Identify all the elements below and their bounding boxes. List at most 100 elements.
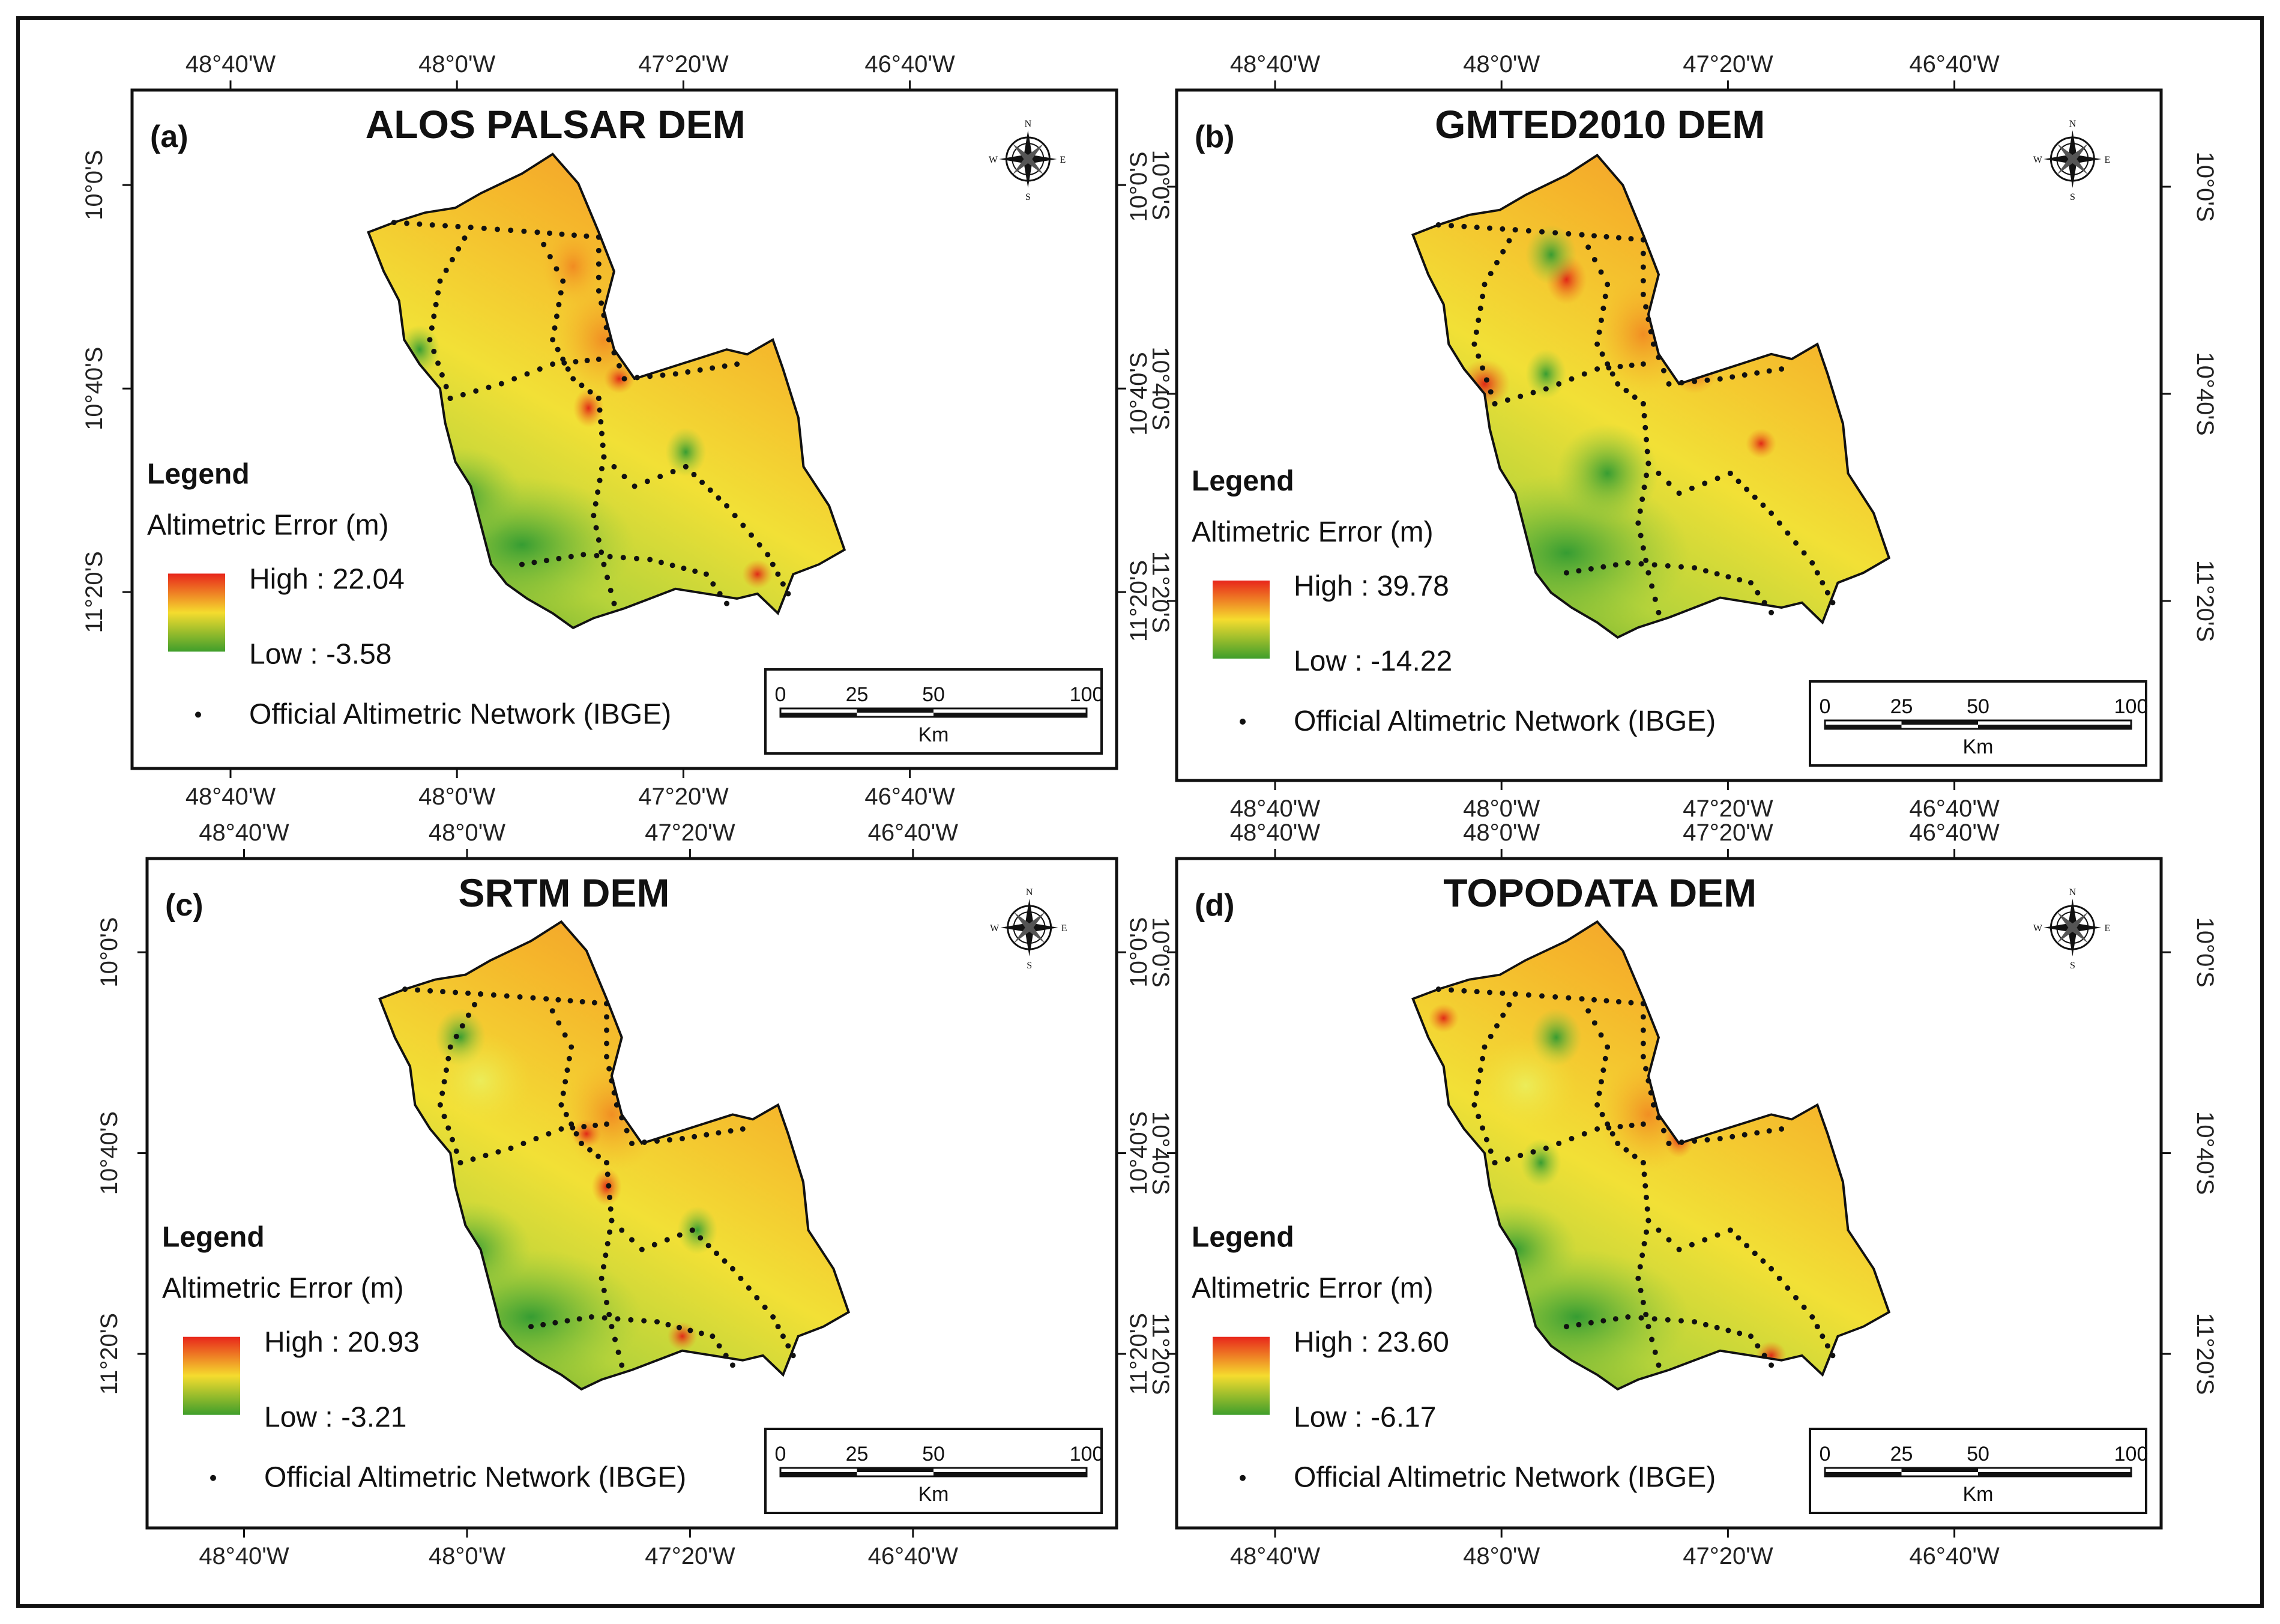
station-dot — [495, 1149, 501, 1155]
station-dot — [1640, 250, 1646, 256]
station-dot — [565, 366, 571, 372]
station-dot — [775, 1324, 781, 1330]
station-dot — [495, 226, 501, 232]
station-dot — [441, 1114, 447, 1120]
station-dot — [473, 388, 479, 394]
station-dot — [1543, 386, 1549, 392]
station-dot — [628, 1317, 634, 1323]
station-dot — [1785, 530, 1791, 536]
scale-tick-label: 0 — [775, 683, 786, 706]
station-dot — [724, 503, 730, 509]
station-dot — [490, 992, 496, 998]
station-dot — [604, 1160, 610, 1166]
legend-high-value: High : 20.93 — [264, 1327, 420, 1359]
station-dot — [1591, 997, 1597, 1003]
station-dot — [632, 483, 638, 489]
station-dot — [1638, 533, 1644, 539]
station-dot — [596, 234, 602, 240]
station-dot — [1643, 304, 1649, 310]
lat-label-left: 10°40'S — [1126, 1111, 1152, 1195]
station-dot — [1563, 1324, 1569, 1330]
lat-label-left: 10°0'S — [1126, 917, 1152, 988]
station-dot — [647, 557, 653, 563]
station-dot — [1638, 1315, 1644, 1321]
station-dot — [596, 288, 602, 294]
station-dot — [605, 575, 611, 581]
station-dot — [1702, 480, 1708, 486]
station-dot — [598, 419, 604, 425]
station-dot — [728, 1128, 734, 1134]
station-dot — [570, 376, 576, 382]
legend-color-ramp — [1213, 581, 1270, 659]
station-dot — [1506, 238, 1512, 244]
scale-bar: 0 25 50 100 Km — [764, 1428, 1103, 1514]
station-dot — [1666, 1237, 1672, 1243]
station-dot — [391, 220, 397, 226]
station-dot — [1483, 1136, 1489, 1143]
station-dot — [1717, 376, 1723, 382]
station-dot — [1678, 564, 1684, 570]
station-dot — [1605, 1044, 1611, 1050]
station-dot — [1785, 1285, 1791, 1291]
station-dot — [1602, 294, 1608, 300]
station-dot — [1487, 225, 1493, 231]
station-dot — [1650, 341, 1656, 347]
lon-label-top: 48°40'W — [199, 820, 289, 846]
station-dot — [1727, 470, 1733, 476]
station-dot — [677, 1232, 683, 1238]
map-panel: 48°40'W 48°40'W 48°0'W 48°0'W 47°20'W 47°20'W… — [1126, 51, 2218, 822]
station-dot — [1645, 460, 1651, 466]
station-dot — [465, 1012, 471, 1018]
station-dot — [601, 1287, 607, 1293]
lat-label-right: 10°0'S — [2192, 151, 2218, 222]
station-dot — [443, 384, 449, 390]
station-dot — [579, 382, 585, 388]
station-dot — [1643, 472, 1649, 478]
legend-high-value: High : 23.60 — [1294, 1327, 1449, 1359]
station-dot — [1474, 989, 1480, 995]
station-dot — [1814, 1324, 1820, 1330]
station-dot — [601, 312, 607, 318]
station-dot — [1656, 1115, 1662, 1121]
station-dot — [1769, 609, 1775, 615]
station-dot — [1754, 370, 1760, 376]
station-dot — [439, 372, 445, 378]
station-dot — [1615, 999, 1621, 1005]
station-dot — [1639, 497, 1645, 503]
station-dot — [770, 561, 776, 567]
scale-unit: Km — [1963, 735, 1994, 758]
station-dot — [692, 568, 698, 574]
station-dot — [644, 478, 650, 484]
station-dot — [1487, 989, 1493, 995]
station-dot — [524, 371, 530, 377]
station-dot — [1556, 1141, 1562, 1147]
station-dot — [1591, 233, 1597, 239]
station-dot — [1530, 390, 1536, 396]
station-dot — [1617, 363, 1623, 369]
station-dot — [1635, 520, 1641, 526]
station-dot — [1639, 1252, 1645, 1258]
station-dot — [1581, 371, 1587, 377]
lon-label-top: 48°40'W — [1230, 51, 1321, 77]
station-dot — [1525, 992, 1531, 998]
station-dot — [596, 537, 602, 543]
station-dot — [664, 1237, 670, 1243]
station-dot — [449, 256, 455, 262]
station-dot — [1640, 1121, 1646, 1127]
station-dot — [1504, 397, 1510, 403]
station-dot — [576, 1316, 582, 1322]
station-dot — [1645, 1324, 1651, 1330]
station-dot — [1640, 237, 1646, 243]
station-dot — [1628, 1000, 1634, 1006]
north-arrow-icon: N S E W — [989, 119, 1066, 202]
lat-label-right: 10°0'S — [1147, 150, 1174, 220]
station-dot — [692, 1133, 698, 1140]
station-dot — [1715, 475, 1721, 481]
north-arrow-w: W — [989, 155, 998, 165]
station-dot — [1494, 1023, 1500, 1029]
scale-tick-label: 25 — [846, 1443, 869, 1466]
station-dot — [1576, 1321, 1582, 1327]
station-dot — [716, 1343, 722, 1349]
station-dot — [1500, 1012, 1506, 1018]
station-dot — [619, 1227, 625, 1233]
